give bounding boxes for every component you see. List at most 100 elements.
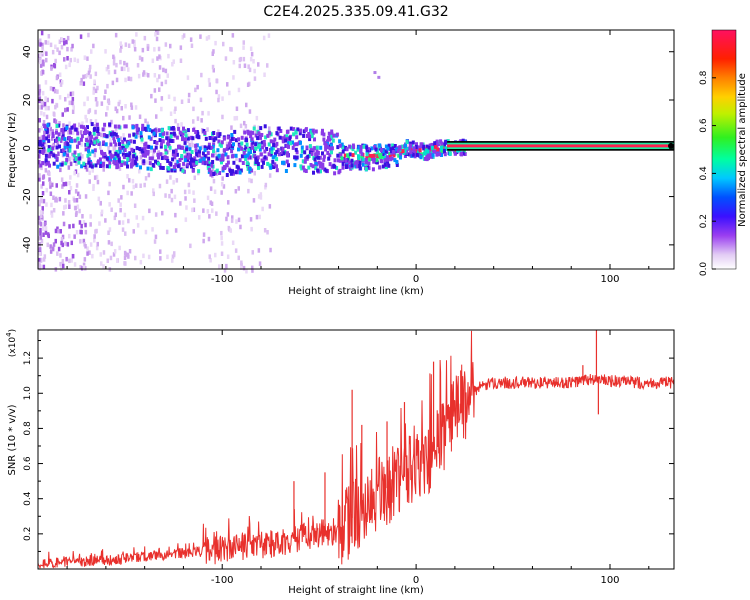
spectrogram-cell [51,129,54,134]
spectrogram-cell [96,133,99,139]
spectrogram-cell [85,130,89,135]
spectrogram-cell [114,142,118,147]
spectrogram-cell [44,80,48,85]
spectrogram-cell [268,173,272,178]
spectrogram-cell [71,152,74,158]
spectrogram-cell [295,155,299,160]
spectrogram-cell [124,42,128,47]
spectrogram-cell [282,151,286,156]
spectrogram-cell [105,164,109,169]
spectrogram-cell [196,116,200,121]
spectrogram-cell [60,44,64,50]
spectrogram-cell [63,57,66,62]
spectrogram-cell [107,100,111,106]
spectrogram-cell [209,170,213,175]
spectrogram-cell [201,128,204,133]
spectrogram-cell [132,148,136,153]
spectrogram-cell [332,133,336,138]
spectrogram-cell [131,158,135,163]
spectrogram-cell [83,55,87,60]
spectrogram-cell [39,235,43,240]
spectrogram-cell [148,156,152,161]
spectrogram-cell [138,147,142,151]
spectrogram-cell [54,44,57,49]
spectrogram-cell [173,168,177,173]
spectrogram-cell [92,90,95,95]
spectrogram-cell [108,122,112,127]
spectrogram-cell [123,66,126,72]
spectrogram-cell [56,140,59,146]
spectrogram-cell [373,71,377,75]
spectrogram-cell [88,170,91,175]
spectrogram-cell [264,182,268,188]
spectrogram-cell [38,91,41,96]
spectrogram-cell [143,126,147,131]
spectrogram-cell [45,136,48,141]
spectrogram-cell [235,138,238,143]
spectrogram-cell [211,208,214,213]
spectrogram-cell [378,165,382,170]
spectrogram-cell [440,141,444,146]
spectrogram-cell [179,45,183,50]
spectrogram-cell [38,105,41,110]
spectrogram-cell [136,63,140,68]
spectrogram-cell [70,47,73,52]
spectrogram-cell [47,134,50,139]
spectrogram-cell [238,158,242,163]
spectrogram-cell [314,152,318,157]
spectrogram-cell [225,163,229,168]
spectrogram-cell [328,162,332,167]
spectrogram-cell [275,157,279,162]
spectrogram-cell [62,211,65,216]
spectrogram-cell [253,68,256,74]
spectrogram-cell [154,129,158,134]
spectrogram-cell [61,130,65,135]
spectrogram-cell [93,238,96,243]
spectrogram-cell [304,156,308,161]
snr-y-tick-label: 0.4 [23,491,33,506]
spectrogram-cell [191,142,194,148]
spectrogram-cell [202,238,205,244]
spectrogram-cell [83,130,86,135]
spectrogram-cell [108,181,111,187]
spectrogram-cell [319,169,322,174]
spectrogram-cell [139,135,143,140]
spectrogram-cell [171,62,174,67]
spectrogram-cell [64,64,68,70]
spectrogram-cell [220,190,223,195]
spectrogram-cell [284,169,288,173]
snr-x-tick-label: -100 [211,575,234,586]
spectrogram-cell [232,75,235,80]
spectrogram-cell [66,107,69,112]
spectrogram-cell [248,177,251,183]
spectrogram-cell [225,173,229,177]
spectrogram-cell [251,145,254,150]
spectrogram-cell [266,133,270,138]
spectrogram-cell [180,99,184,104]
spectrogram-cell [39,42,42,47]
spectrogram-cell [45,51,48,56]
spectrogram-cell [183,137,187,142]
spectrogram-cell [120,145,124,150]
spectrogram-cell [149,148,153,153]
spectrogram-cell [415,152,419,157]
spectrogram-cell [169,162,173,166]
spectrogram-cell [206,163,210,168]
spectrogram-cell [269,152,273,157]
spectrogram-cell [93,234,96,239]
spectrogram-cell [129,139,133,144]
spectrogram-cell [181,137,184,142]
colorbar-gradient [711,29,737,270]
spectrogram-cell [209,172,213,177]
spectrogram-cell [383,156,386,160]
spectrogram-cell [42,120,46,125]
spectrogram-cell [312,170,315,175]
spectrogram-cell [389,149,393,154]
spectrogram-cell [216,132,220,137]
spectrogram-cell [153,73,157,78]
spectrogram-cell [40,239,44,244]
spectrogram-cell [360,154,364,159]
spectrogram-cell [51,49,55,55]
spectrogram-cell [38,199,41,205]
spectrogram-cell [173,194,177,200]
